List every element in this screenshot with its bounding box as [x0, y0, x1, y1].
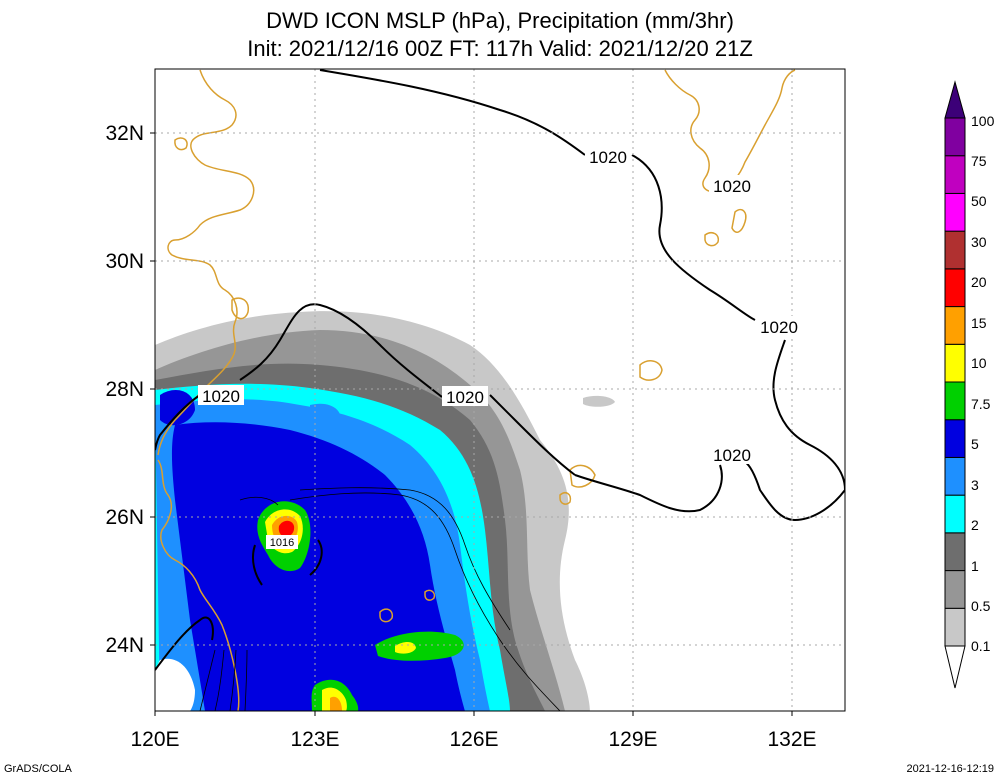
- colorbar-label: 3: [971, 477, 979, 493]
- lat-label: 30N: [105, 250, 144, 273]
- tick-marks: [150, 132, 793, 716]
- isobar-label: 1020: [713, 177, 751, 196]
- colorbar-label: 50: [971, 193, 987, 209]
- colorbar-cell: [944, 155, 966, 194]
- colorbar-label: 7.5: [971, 396, 991, 412]
- colorbar-cell: [944, 192, 966, 232]
- graticule: [155, 69, 845, 711]
- lon-label: 126E: [449, 728, 498, 751]
- axis-labels: 120E 123E 126E 129E 132E 24N 26N 28N 30N…: [105, 122, 816, 751]
- map-title: DWD ICON MSLP (hPa), Precipitation (mm/3…: [266, 8, 734, 33]
- isobar-label: 1020: [202, 387, 240, 406]
- colorbar-label: 5: [971, 436, 979, 452]
- lon-label: 129E: [608, 728, 657, 751]
- colorbar-cell: [944, 456, 966, 496]
- lon-label: 120E: [130, 728, 179, 751]
- map-subtitle: Init: 2021/12/16 00Z FT: 117h Valid: 202…: [247, 36, 753, 61]
- lat-label: 26N: [105, 506, 144, 529]
- colorbar-label: 15: [971, 315, 987, 331]
- colorbar-bottom-arrow: [944, 645, 966, 689]
- isobar-label: 1020: [713, 446, 751, 465]
- colorbar-label: 75: [971, 153, 987, 169]
- lon-label: 132E: [767, 728, 816, 751]
- isobar-label: 1020: [589, 148, 627, 167]
- colorbar-label: 0.1: [971, 638, 991, 654]
- colorbar-cell: [944, 381, 966, 421]
- lon-label: 123E: [290, 728, 339, 751]
- colorbar: 0.1 0.5 1 2 3 5 7.5 10 15 20 30 50 75 10…: [944, 80, 995, 689]
- lat-label: 24N: [105, 634, 144, 657]
- plot-frame: [154, 68, 846, 712]
- grads-credit: GrADS/COLA: [4, 763, 72, 775]
- isobar-label: 1020: [446, 388, 484, 407]
- colorbar-cell: [944, 494, 966, 534]
- lat-label: 32N: [105, 122, 144, 145]
- isobar-label: 1016: [270, 537, 294, 549]
- colorbar-label: 2: [971, 517, 979, 533]
- colorbar-label: 30: [971, 234, 987, 250]
- lat-label: 28N: [105, 378, 144, 401]
- colorbar-cell: [944, 607, 966, 647]
- colorbar-label: 10: [971, 355, 987, 371]
- coastline: [157, 69, 796, 711]
- colorbar-label: 1: [971, 558, 979, 574]
- colorbar-label: 100: [971, 113, 995, 129]
- generation-timestamp: 2021-12-16-12:19: [906, 763, 994, 775]
- colorbar-cell: [944, 532, 966, 572]
- colorbar-cell: [944, 230, 966, 270]
- colorbar-label: 20: [971, 274, 987, 290]
- colorbar-cell: [944, 419, 966, 458]
- colorbar-cell: [944, 570, 966, 609]
- colorbar-top-arrow: [944, 80, 966, 119]
- isobar-labels: 1020 1020 1020 1020 1020 1020 1016: [198, 146, 802, 549]
- colorbar-cell: [944, 268, 966, 308]
- colorbar-cell: [944, 343, 966, 383]
- colorbar-cell: [944, 306, 966, 345]
- isobar-lines: [155, 69, 845, 671]
- isobar-label: 1020: [760, 318, 798, 337]
- colorbar-cell: [944, 117, 966, 157]
- colorbar-label: 0.5: [971, 598, 991, 614]
- thin-contours: [199, 487, 561, 711]
